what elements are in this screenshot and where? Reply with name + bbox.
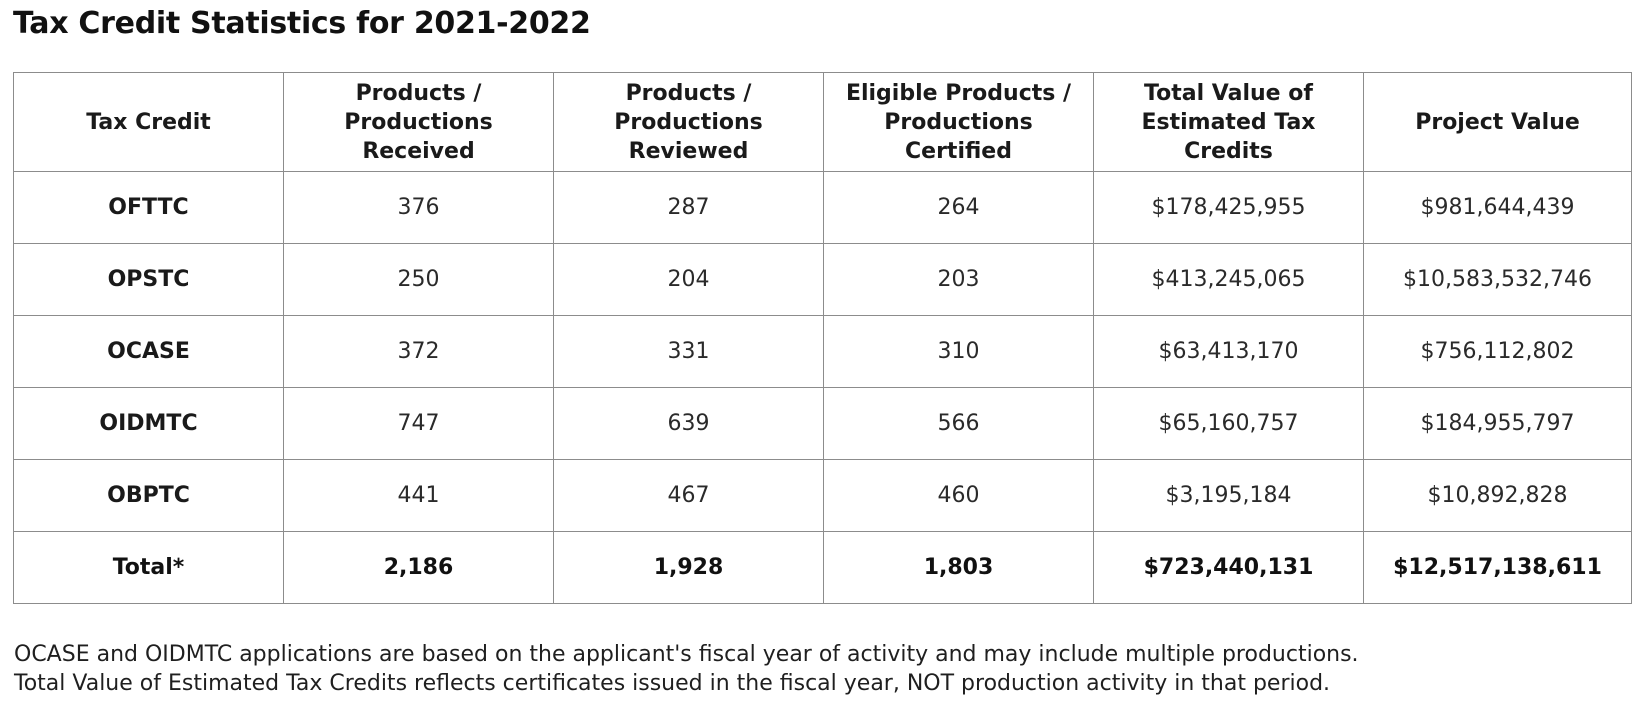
tax-credit-statistics-table: Tax Credit Products / Productions Receiv… <box>13 72 1632 604</box>
total-row: Total* 2,186 1,928 1,803 $723,440,131 $1… <box>13 531 1632 604</box>
cell-project-value: $184,955,797 <box>1363 387 1632 460</box>
column-header-project-value: Project Value <box>1363 72 1632 172</box>
column-header-tax-credit: Tax Credit <box>13 72 284 172</box>
row-label-oidmtc: OIDMTC <box>13 387 284 460</box>
cell-certified: 310 <box>823 315 1094 388</box>
cell-project-value: $10,892,828 <box>1363 459 1632 532</box>
cell-estimated-tax-credits: $3,195,184 <box>1093 459 1364 532</box>
total-reviewed: 1,928 <box>553 531 824 604</box>
table-header-row: Tax Credit Products / Productions Receiv… <box>13 72 1632 172</box>
total-project-value: $12,517,138,611 <box>1363 531 1632 604</box>
cell-reviewed: 287 <box>553 171 824 244</box>
cell-estimated-tax-credits: $413,245,065 <box>1093 243 1364 316</box>
cell-reviewed: 331 <box>553 315 824 388</box>
table-row: OPSTC 250 204 203 $413,245,065 $10,583,5… <box>13 243 1632 316</box>
column-header-received-text: Products / Productions Received <box>344 80 493 164</box>
cell-project-value: $981,644,439 <box>1363 171 1632 244</box>
cell-received: 747 <box>283 387 554 460</box>
column-header-reviewed: Products / Productions Reviewed <box>553 72 824 172</box>
row-label-ocase: OCASE <box>13 315 284 388</box>
row-label-opstc: OPSTC <box>13 243 284 316</box>
table-row: OCASE 372 331 310 $63,413,170 $756,112,8… <box>13 315 1632 388</box>
column-header-reviewed-text: Products / Productions Reviewed <box>614 80 763 164</box>
cell-reviewed: 639 <box>553 387 824 460</box>
cell-project-value: $10,583,532,746 <box>1363 243 1632 316</box>
cell-estimated-tax-credits: $63,413,170 <box>1093 315 1364 388</box>
table-row: OBPTC 441 467 460 $3,195,184 $10,892,828 <box>13 459 1632 532</box>
row-label-ofttc: OFTTC <box>13 171 284 244</box>
cell-estimated-tax-credits: $178,425,955 <box>1093 171 1364 244</box>
column-header-certified: Eligible Products / Productions Certifie… <box>823 72 1094 172</box>
total-label: Total* <box>13 531 284 604</box>
cell-received: 250 <box>283 243 554 316</box>
column-header-certified-text: Eligible Products / Productions Certifie… <box>845 80 1072 164</box>
cell-reviewed: 467 <box>553 459 824 532</box>
footnote-estimated-value: Total Value of Estimated Tax Credits ref… <box>14 671 1331 696</box>
total-certified: 1,803 <box>823 531 1094 604</box>
table-row: OFTTC 376 287 264 $178,425,955 $981,644,… <box>13 171 1632 244</box>
cell-certified: 566 <box>823 387 1094 460</box>
cell-project-value: $756,112,802 <box>1363 315 1632 388</box>
total-estimated-tax-credits: $723,440,131 <box>1093 531 1364 604</box>
cell-received: 372 <box>283 315 554 388</box>
cell-received: 376 <box>283 171 554 244</box>
footnote-fiscal-year: OCASE and OIDMTC applications are based … <box>14 642 1359 667</box>
cell-reviewed: 204 <box>553 243 824 316</box>
column-header-received: Products / Productions Received <box>283 72 554 172</box>
footnotes: OCASE and OIDMTC applications are based … <box>14 640 1359 698</box>
table-row: OIDMTC 747 639 566 $65,160,757 $184,955,… <box>13 387 1632 460</box>
cell-certified: 264 <box>823 171 1094 244</box>
page-title: Tax Credit Statistics for 2021-2022 <box>13 6 591 41</box>
cell-certified: 460 <box>823 459 1094 532</box>
cell-estimated-tax-credits: $65,160,757 <box>1093 387 1364 460</box>
column-header-estimated-tax-credits-text: Total Value of Estimated Tax Credits <box>1141 80 1316 164</box>
row-label-obptc: OBPTC <box>13 459 284 532</box>
cell-received: 441 <box>283 459 554 532</box>
cell-certified: 203 <box>823 243 1094 316</box>
total-received: 2,186 <box>283 531 554 604</box>
column-header-estimated-tax-credits: Total Value of Estimated Tax Credits <box>1093 72 1364 172</box>
